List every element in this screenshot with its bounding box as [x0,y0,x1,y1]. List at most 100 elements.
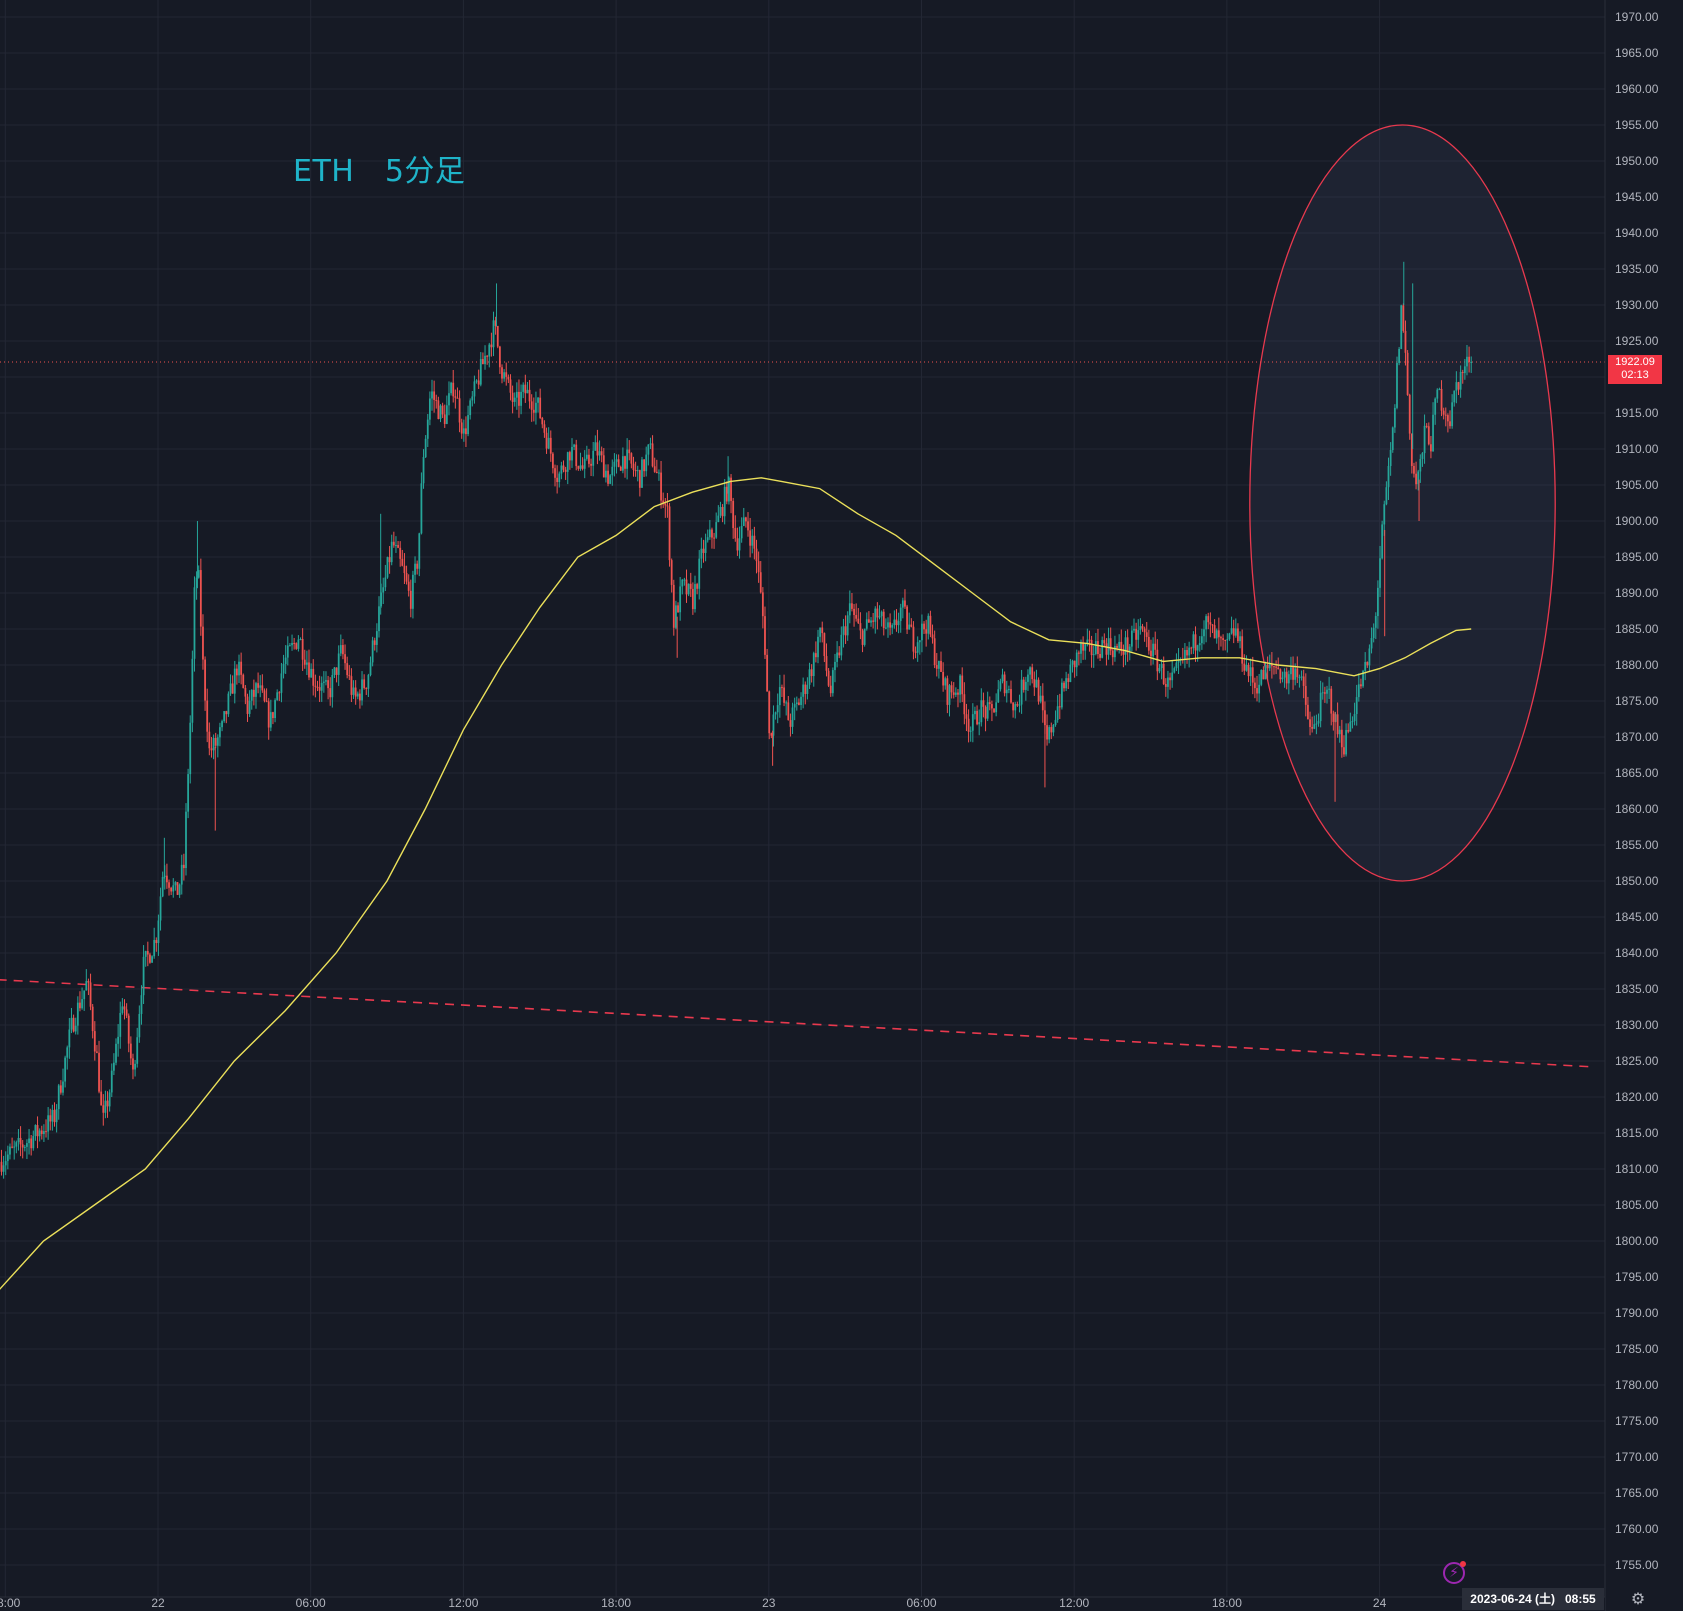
candle-body [630,453,633,464]
candle [202,614,204,670]
price-axis-background [1605,0,1683,1611]
candle-body [974,710,976,715]
candle-body [916,642,919,653]
candle [681,578,684,595]
candle [267,698,270,740]
candle-body [1258,684,1261,694]
candle-body [594,442,597,451]
candle-body [645,454,648,472]
candle [66,1045,69,1070]
candle-body [694,584,696,610]
candle-body [781,687,783,689]
candle [1292,656,1294,690]
candle [884,618,887,630]
candle [528,380,531,409]
candle [204,656,206,711]
candle [1029,666,1031,686]
candle-body [558,473,561,483]
candle-body [151,956,153,963]
candle [87,978,90,996]
candle-body [1307,704,1309,720]
candle-body [632,463,635,471]
candle-body [282,663,285,674]
candle [115,1038,117,1066]
candle [454,389,457,409]
candle-body [647,444,650,455]
candle [950,681,953,699]
candle-body [524,384,527,394]
candle-body [89,982,92,1007]
candle-body [566,452,569,472]
candle [889,613,892,636]
candle [1351,716,1354,729]
candle [1457,381,1460,396]
candle-body [1164,683,1167,687]
candle-body [1290,667,1292,675]
candle [632,456,635,477]
candle [685,569,688,603]
candle-body [1313,724,1316,729]
candle-body [195,577,198,588]
candle-body [1353,714,1356,722]
candle-body [193,587,196,659]
candle-body [1075,652,1078,668]
candle [1063,680,1065,692]
candle [783,674,785,707]
candle-body [522,384,525,392]
candle-body [547,437,550,449]
candle [433,380,436,413]
candle-body [40,1130,43,1135]
candle [424,435,427,459]
candle [683,577,686,586]
candle [91,1003,94,1039]
candle-body [475,380,478,382]
candle-body [1247,664,1250,677]
candle [1194,626,1197,662]
candle [1211,624,1214,634]
candle [1022,676,1025,693]
candle [265,688,268,703]
candle [713,532,715,549]
candle [473,375,476,404]
candle [1410,433,1413,474]
candle-body [728,477,730,502]
chart-title: ETH 5分足 [293,154,466,189]
candle-body [732,500,735,529]
candle [1326,685,1328,704]
candle-body [399,547,402,559]
candle-body [403,565,406,574]
candle-body [1063,682,1065,689]
candle [551,452,554,474]
candle-body [1167,677,1169,687]
candle [1037,677,1040,705]
candle [952,682,955,699]
candle-body [1421,453,1424,459]
candle-body [664,503,667,506]
candle-body [891,625,894,628]
candle-body [823,633,826,657]
candle-body [1088,639,1091,641]
candle [730,474,732,514]
time-tick-label: 06:00 [906,1596,936,1610]
settings-gear-icon[interactable]: ⚙ [1630,1589,1646,1608]
candle-body [967,718,970,732]
candle-body [1360,684,1362,687]
candle-body [450,382,452,394]
candle-body [581,465,584,469]
price-tick-label: 1755.00 [1615,1558,1659,1572]
candle-body [36,1125,39,1137]
candle [221,719,223,732]
candle-body [32,1136,35,1149]
candle [658,469,660,481]
candle [350,668,353,703]
candle-body [829,685,832,694]
candle-body [1109,638,1112,651]
candle-body [261,685,264,691]
candle-body [1145,632,1148,637]
candle-body [1298,677,1301,679]
candle-body [416,563,419,569]
lightning-icon[interactable]: ⚡ [1443,1561,1466,1584]
candle [940,651,942,672]
